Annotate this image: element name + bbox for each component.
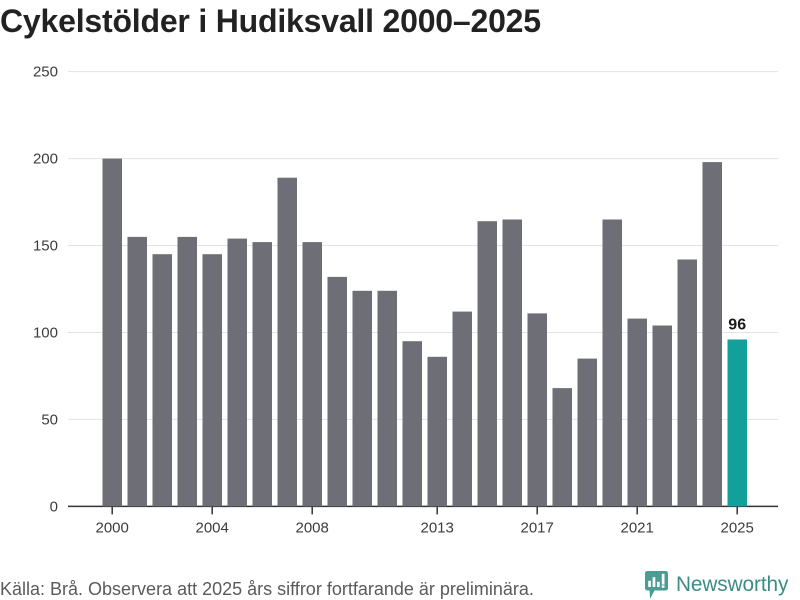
svg-text:250: 250 bbox=[33, 64, 58, 81]
svg-text:100: 100 bbox=[33, 325, 58, 342]
svg-text:2017: 2017 bbox=[521, 519, 554, 536]
svg-text:2013: 2013 bbox=[421, 519, 454, 536]
svg-text:200: 200 bbox=[33, 151, 58, 168]
svg-text:150: 150 bbox=[33, 238, 58, 255]
svg-text:2008: 2008 bbox=[296, 519, 329, 536]
svg-text:2021: 2021 bbox=[621, 519, 654, 536]
svg-text:50: 50 bbox=[41, 411, 58, 428]
svg-text:2000: 2000 bbox=[96, 519, 129, 536]
svg-text:0: 0 bbox=[50, 498, 58, 515]
svg-text:2004: 2004 bbox=[196, 519, 229, 536]
svg-text:96: 96 bbox=[728, 317, 746, 334]
svg-text:2025: 2025 bbox=[721, 519, 754, 536]
